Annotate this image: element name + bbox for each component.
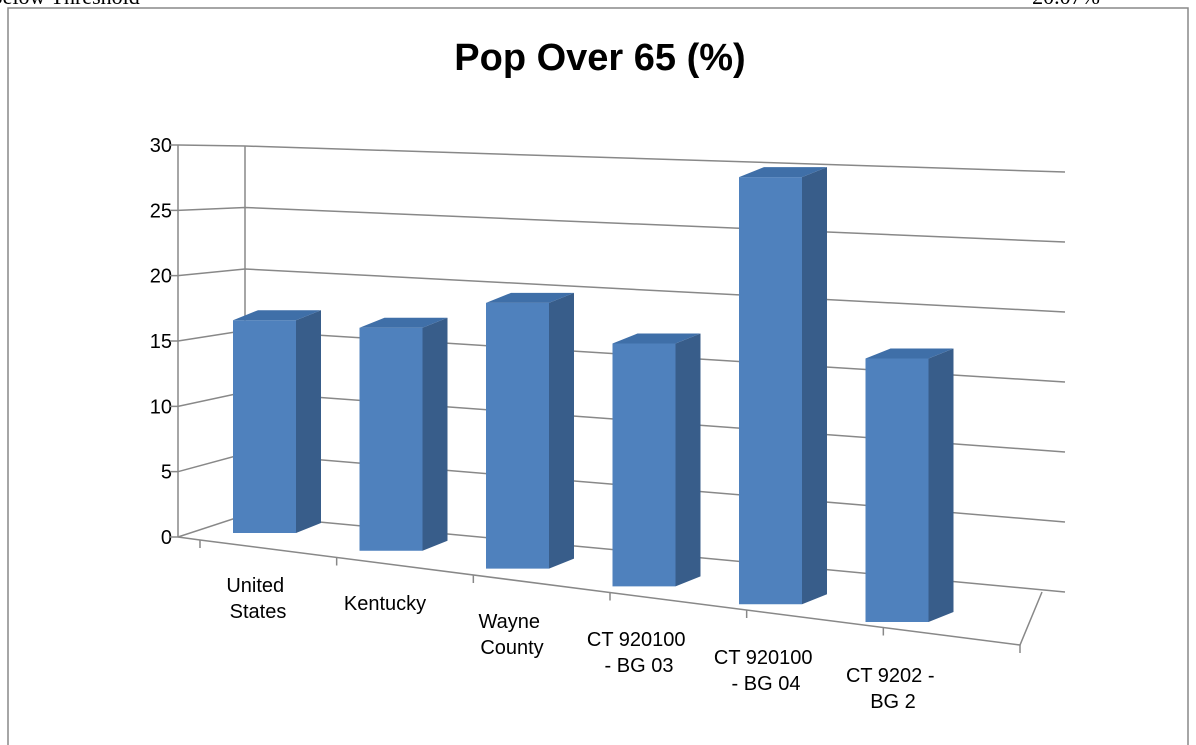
bar bbox=[359, 317, 448, 551]
bar-side bbox=[296, 310, 321, 533]
y-tick-label: 0 bbox=[161, 527, 172, 549]
bar-front bbox=[739, 177, 802, 605]
header-right: 20.07% bbox=[1032, 0, 1100, 9]
bar-front bbox=[233, 320, 296, 533]
header-left: Below Threshold bbox=[0, 0, 140, 9]
y-tick-label: 5 bbox=[161, 462, 172, 484]
x-tick-label: CT 920100 - BG 04 bbox=[714, 647, 818, 695]
bar-front bbox=[865, 358, 929, 622]
x-tick-label: United States bbox=[226, 575, 289, 623]
y-tick-label: 25 bbox=[150, 200, 172, 222]
bar-top bbox=[612, 333, 701, 344]
grid-line bbox=[170, 144, 1066, 173]
bar-side bbox=[422, 317, 448, 551]
bar-side bbox=[928, 348, 954, 622]
y-tick-label: 10 bbox=[150, 396, 172, 418]
bar-side bbox=[802, 167, 827, 605]
bar-side bbox=[675, 333, 701, 587]
grid-line bbox=[170, 268, 1066, 313]
bar bbox=[739, 167, 827, 605]
bar-top bbox=[233, 310, 321, 321]
y-tick-label: 30 bbox=[150, 135, 172, 157]
bar-front bbox=[612, 343, 676, 587]
x-tick-label: CT 9202 - BG 2 bbox=[846, 665, 940, 713]
bar-side bbox=[549, 292, 574, 569]
x-tick-label: Wayne County bbox=[478, 611, 545, 659]
bar bbox=[233, 310, 321, 533]
bar-top bbox=[739, 167, 827, 178]
y-tick-label: 15 bbox=[150, 331, 172, 353]
y-tick-label: 20 bbox=[150, 266, 172, 288]
bar bbox=[612, 333, 701, 587]
chart-frame bbox=[7, 7, 1189, 745]
bar bbox=[486, 292, 574, 569]
chart-title: Pop Over 65 (%) bbox=[454, 37, 745, 79]
x-tick-label: CT 920100 - BG 03 bbox=[587, 629, 691, 677]
bar-top bbox=[486, 292, 574, 303]
bar-front bbox=[359, 327, 423, 551]
bar-top bbox=[865, 348, 954, 359]
bar-front bbox=[486, 302, 549, 569]
bar bbox=[865, 348, 954, 622]
grid-line bbox=[170, 206, 1066, 243]
bar-top bbox=[359, 317, 448, 328]
x-tick-label: Kentucky bbox=[344, 593, 426, 615]
